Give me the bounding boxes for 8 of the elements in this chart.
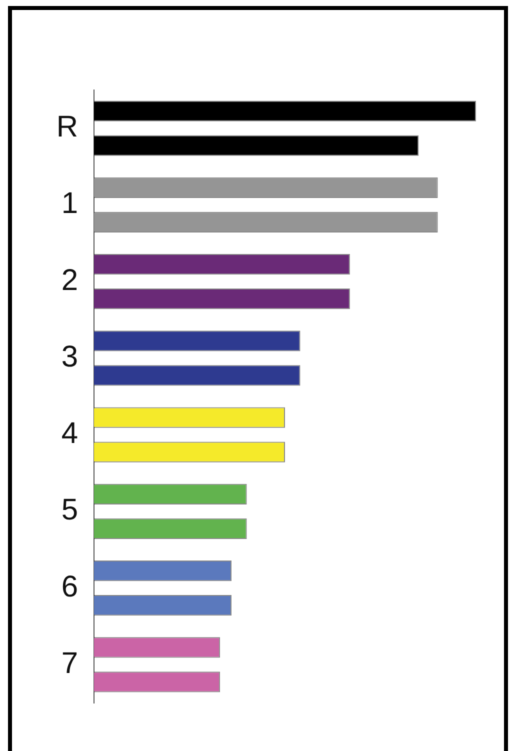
y-tick-label: 6 [61,570,78,604]
y-tick-label: 2 [61,264,78,297]
y-tick-label: 4 [61,417,78,450]
y-tick-label: 1 [61,187,78,220]
y-tick-label: 7 [61,646,78,680]
y-tick-label: 5 [61,494,78,527]
y-tick-label: R [56,110,78,144]
y-tick-label: 3 [61,340,78,374]
